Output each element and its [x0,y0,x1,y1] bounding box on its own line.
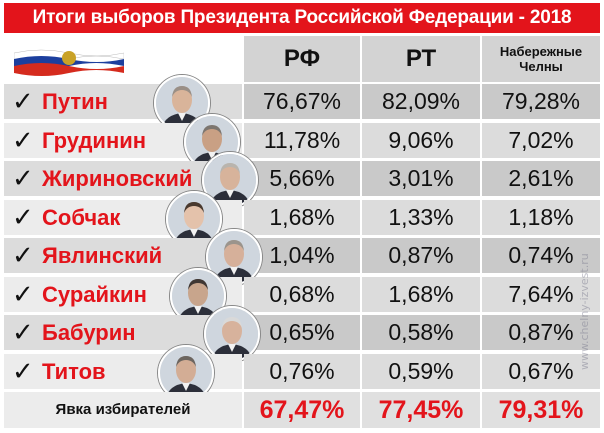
table-header: РФ РТ Набережные Челны [4,36,600,82]
column-header-rt: РТ [362,36,480,82]
result-cell: 3,01% [362,161,480,196]
page-title: Итоги выборов Президента Российской Феде… [4,3,600,33]
table-row: ✓ Явлинский 1,04% 0,87% 0,74% [4,229,600,285]
checkmark-icon: ✓ [12,125,34,156]
candidate-name: Бабурин [42,320,136,345]
watermark: www.chelny-izvest.ru [578,253,591,370]
turnout-value-chelny: 79,31% [482,392,600,428]
checkmark-icon: ✓ [12,356,34,387]
result-cell: 79,28% [482,84,600,119]
candidate-name: Явлинский [42,243,163,268]
checkmark-icon: ✓ [12,279,34,310]
turnout-value-rt: 77,45% [362,392,480,428]
column-header-chelny: Набережные Челны [482,36,600,82]
result-cell: 11,78% [244,122,360,158]
candidate-portrait [204,306,260,362]
result-cell: 1,18% [482,199,600,235]
candidate-name: Титов [42,358,106,384]
result-cell: 0,87% [482,315,600,350]
table-row: ✓ Грудинин 11,78% 9,06% 7,02% [4,113,600,170]
table-row: ✓ Жириновский 5,66% 3,01% 2,61% [4,152,600,208]
result-cell: 0,67% [482,353,600,389]
result-cell: 0,65% [244,315,360,350]
candidate-portrait [166,190,222,247]
result-cell: 1,68% [244,199,360,235]
candidate-name: Собчак [42,204,121,230]
result-cell: 0,59% [362,353,480,389]
checkmark-icon: ✓ [12,87,34,117]
candidate-cell: ✓ Явлинский [4,238,242,273]
result-cell: 9,06% [362,122,480,158]
russian-flag-icon [14,49,124,76]
checkmark-icon: ✓ [12,202,34,233]
result-cell: 1,68% [362,276,480,312]
result-cell: 5,66% [244,161,360,196]
column-header-rf: РФ [244,36,360,82]
checkmark-icon: ✓ [12,318,34,348]
result-cell: 76,67% [244,84,360,119]
candidate-cell: ✓ Бабурин [4,315,242,350]
turnout-label: Явка избирателей [4,392,242,428]
turnout-value-rf: 67,47% [244,392,360,428]
result-cell: 7,02% [482,122,600,158]
table-row: ✓ Титов 0,76% 0,59% 0,67% [4,344,600,401]
table-row: ✓ Собчак 1,68% 1,33% 1,18% [4,190,600,247]
checkmark-icon: ✓ [12,164,34,194]
candidate-name: Сурайкин [42,281,147,307]
table-row: ✓ Путин 76,67% 82,09% 79,28% [4,75,600,131]
result-cell: 2,61% [482,161,600,196]
result-cell: 7,64% [482,276,600,312]
candidate-name: Путин [42,89,108,114]
result-cell: 0,74% [482,238,600,273]
result-cell: 0,68% [244,276,360,312]
result-cell: 0,58% [362,315,480,350]
table-row: ✓ Бабурин 0,65% 0,58% 0,87% [4,306,600,362]
candidate-name: Грудинин [42,127,147,153]
turnout-row: Явка избирателей 67,47% 77,45% 79,31% [4,392,600,428]
table-row: ✓ Сурайкин 0,68% 1,68% 7,64% [4,267,600,324]
result-cell: 1,04% [244,238,360,273]
candidate-name: Жириновский [42,166,193,191]
result-cell: 0,76% [244,353,360,389]
result-cell: 1,33% [362,199,480,235]
result-cell: 82,09% [362,84,480,119]
result-cell: 0,87% [362,238,480,273]
checkmark-icon: ✓ [12,241,34,271]
